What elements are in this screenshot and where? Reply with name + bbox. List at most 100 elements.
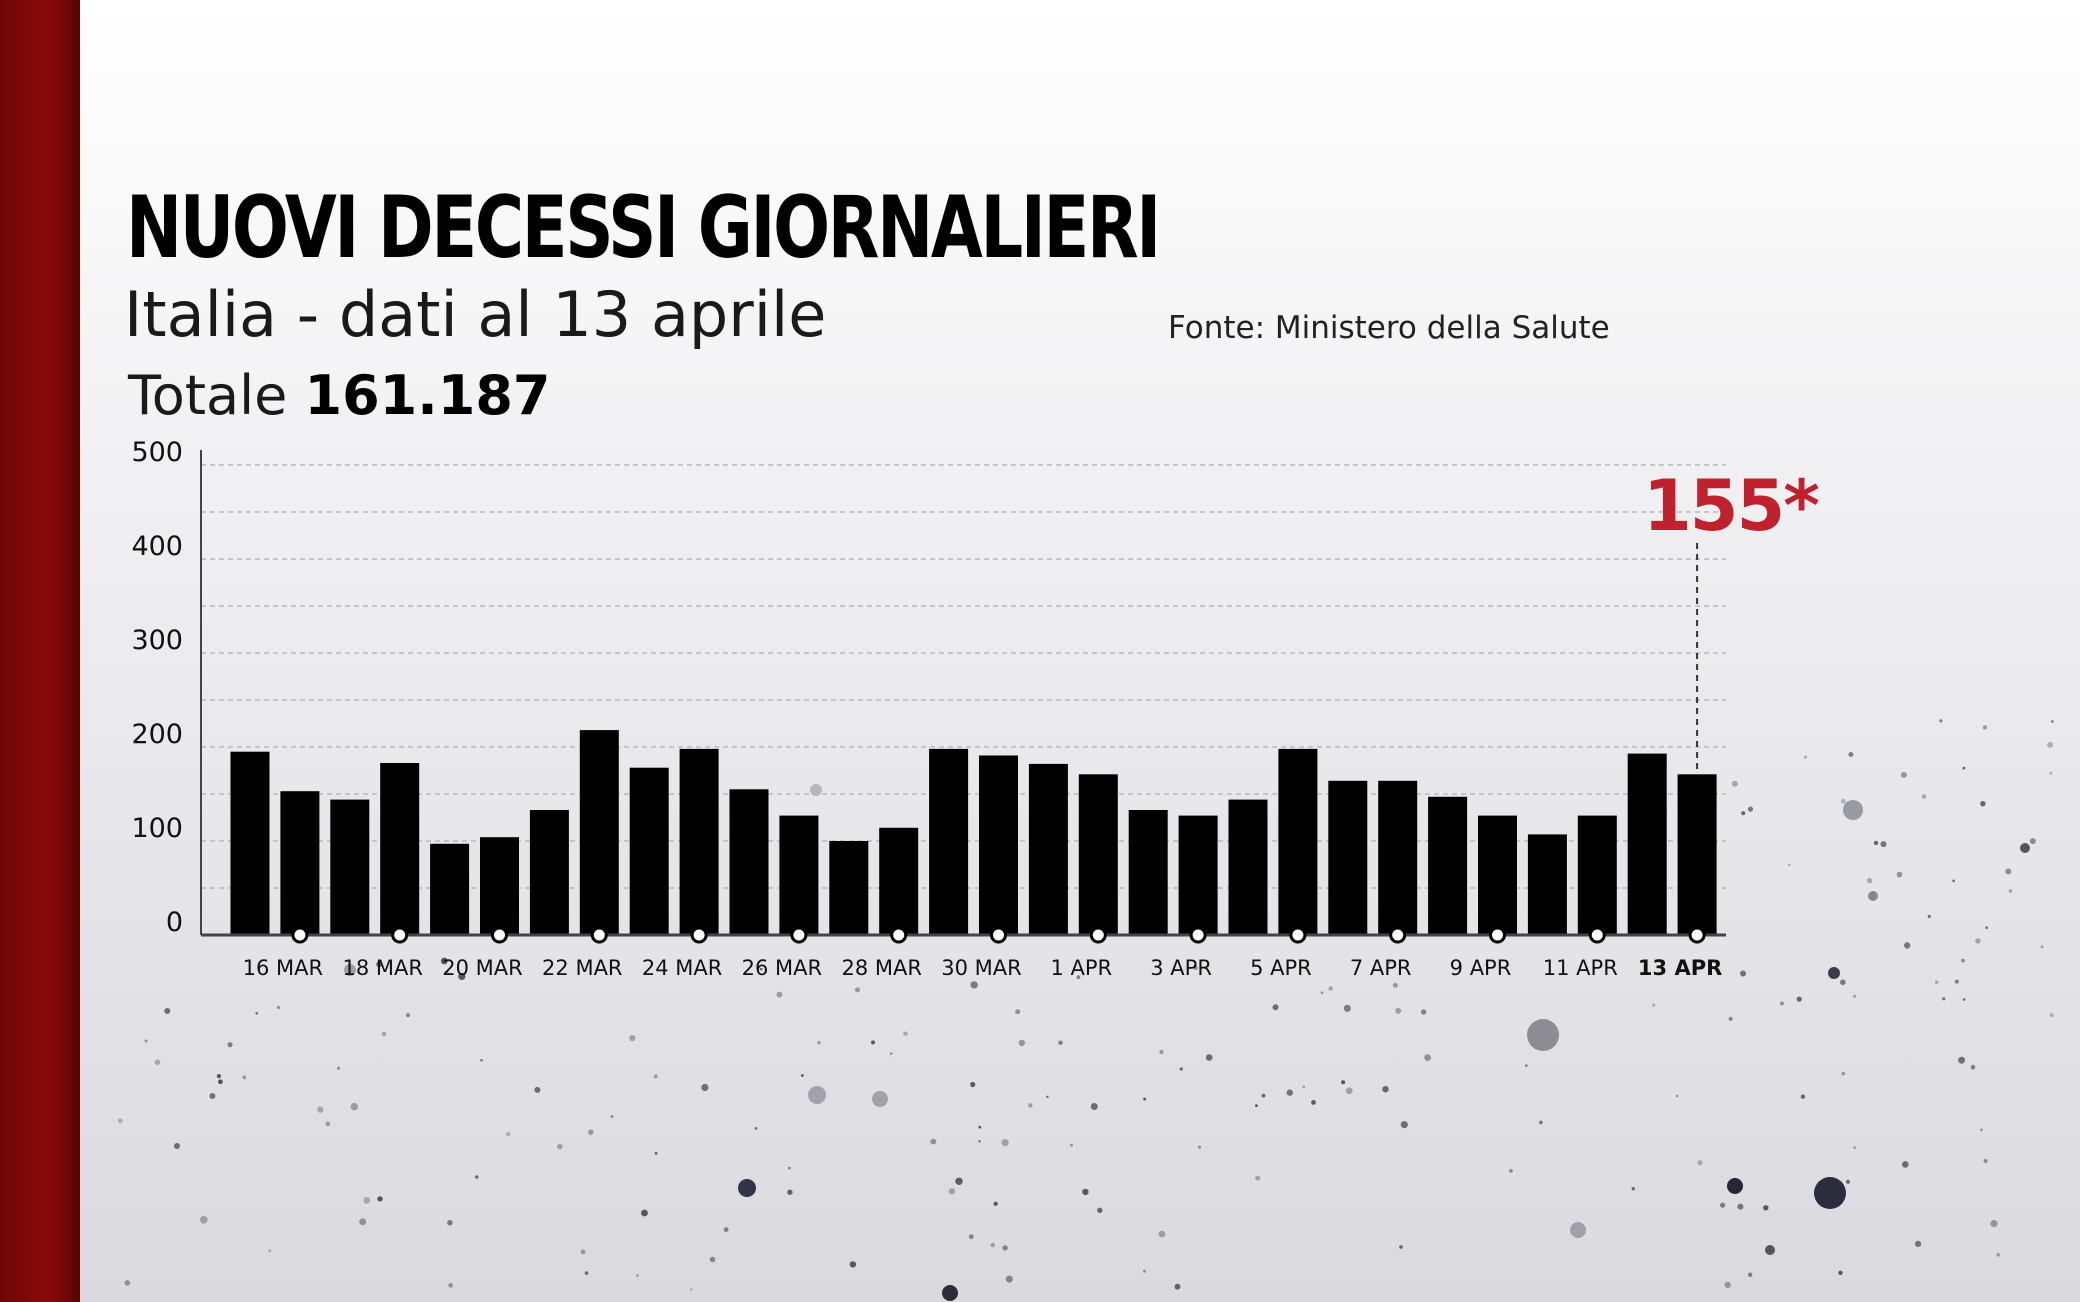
- bar: [779, 815, 819, 935]
- decor-dot: [1902, 1161, 1909, 1168]
- decor-dot: [1174, 1283, 1181, 1290]
- decor-dot: [1731, 780, 1738, 787]
- decor-dot: [1015, 1009, 1021, 1015]
- bar: [529, 810, 569, 935]
- decor-dot: [1302, 1085, 1306, 1089]
- decor-dot: [1675, 1094, 1679, 1098]
- bar: [1428, 796, 1468, 935]
- x-tick-label: 11 APR: [1543, 956, 1618, 980]
- decor-dot: [1631, 1187, 1636, 1191]
- bar: [1527, 834, 1567, 935]
- decor-dot: [1763, 1205, 1769, 1211]
- bar: [1128, 810, 1168, 935]
- decor-dot: [1143, 1097, 1147, 1101]
- decor-dot: [1697, 1160, 1703, 1166]
- bar: [1577, 815, 1617, 935]
- decor-dot: [337, 1066, 341, 1070]
- decor-dot: [1509, 1169, 1513, 1173]
- decor-dot: [1399, 1245, 1403, 1249]
- decor-dot: [376, 961, 383, 968]
- decor-dot: [1424, 1054, 1431, 1061]
- decor-dot: [200, 1216, 208, 1224]
- decor-dot: [654, 1151, 658, 1155]
- decor-dot: [164, 1008, 171, 1014]
- decor-dot: [1261, 1093, 1266, 1098]
- decor-dot: [1954, 979, 1959, 984]
- axis-marker: [990, 926, 1007, 944]
- decor-dot: [1980, 1128, 1983, 1132]
- y-axis-labels: 0 100 200 300 400 500: [131, 437, 183, 938]
- axis-marker: [1489, 926, 1506, 944]
- decor-dot: [255, 1011, 259, 1015]
- decor-dot: [1980, 801, 1986, 807]
- decor-dot: [1076, 975, 1081, 980]
- bar: [679, 748, 719, 935]
- decor-dot: [1961, 958, 1965, 963]
- axis-marker: [1588, 926, 1606, 944]
- decor-dot: [1970, 1064, 1976, 1070]
- decor-dot: [1205, 1054, 1213, 1061]
- decor-dot: [1800, 1094, 1806, 1099]
- bar: [579, 730, 619, 935]
- decor-dot: [871, 1040, 875, 1045]
- axis-marker: [690, 926, 708, 944]
- decor-dot: [216, 1074, 221, 1079]
- decor-dot: [1748, 1272, 1753, 1278]
- decor-dot: [1028, 1103, 1033, 1108]
- decor-dot: [1904, 942, 1911, 949]
- decor-dot: [1158, 1230, 1166, 1238]
- y-tick-label: 0: [166, 907, 183, 938]
- decor-dot: [1853, 994, 1857, 998]
- x-tick-label: 9 APR: [1450, 956, 1512, 980]
- decor-dot: [1388, 961, 1391, 964]
- bar: [1478, 815, 1517, 935]
- bar: [629, 767, 669, 935]
- decor-dot: [1002, 1245, 1008, 1251]
- decor-dot: [1311, 1100, 1316, 1105]
- decor-dot: [872, 1091, 888, 1107]
- decor-dot: [350, 1102, 358, 1111]
- decor-dot: [970, 981, 978, 989]
- decor-dot: [458, 972, 466, 981]
- decor-dot: [1880, 841, 1887, 848]
- decor-dot: [1001, 1139, 1009, 1147]
- decor-dot: [1382, 1086, 1389, 1093]
- decor-dot: [1652, 1003, 1656, 1007]
- decor-dot: [377, 1196, 383, 1202]
- total-line: Totale 161.187: [128, 364, 550, 427]
- bar: [879, 827, 919, 935]
- x-axis-markers: [291, 926, 1706, 944]
- decor-dot: [942, 1285, 958, 1301]
- x-tick-label: 16 MAR: [243, 956, 323, 980]
- decor-dot: [854, 987, 861, 993]
- x-tick-label: 1 APR: [1050, 956, 1112, 980]
- axis-marker: [391, 926, 409, 944]
- bar: [380, 763, 420, 935]
- bar: [729, 789, 769, 935]
- decor-dot: [968, 1234, 974, 1240]
- decor-dot: [124, 1280, 131, 1286]
- decor-dot: [1400, 1121, 1408, 1129]
- axis-marker: [491, 926, 508, 944]
- decor-dot: [1527, 1019, 1559, 1051]
- decor-dot: [990, 1242, 996, 1248]
- decor-dot: [788, 1166, 791, 1170]
- y-tick-label: 200: [131, 719, 183, 750]
- decor-dot: [1741, 811, 1746, 816]
- bar: [480, 837, 519, 935]
- decor-dot: [1853, 1146, 1856, 1149]
- decor-dot: [1724, 1281, 1731, 1289]
- x-tick-label: 26 MAR: [742, 956, 822, 980]
- decor-dot: [629, 1035, 636, 1042]
- axis-marker: [1389, 926, 1407, 944]
- decor-dot: [363, 1197, 371, 1204]
- bar: [230, 751, 270, 935]
- decor-dot: [948, 1188, 956, 1195]
- decor-dot: [1982, 725, 1988, 730]
- decor-dot: [1179, 1067, 1183, 1071]
- decor-dot: [480, 1059, 483, 1062]
- decor-dot: [955, 1177, 963, 1186]
- x-tick-label: 3 APR: [1150, 956, 1212, 980]
- decor-dot: [1090, 1103, 1098, 1110]
- decor-dot: [930, 1138, 937, 1145]
